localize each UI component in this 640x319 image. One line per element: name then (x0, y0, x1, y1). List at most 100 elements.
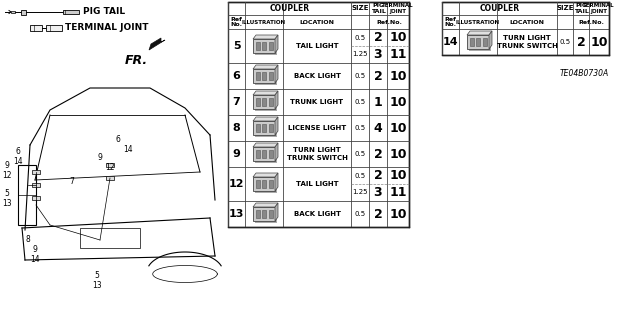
Bar (269, 210, 273, 218)
Text: 10: 10 (389, 122, 407, 135)
Bar (255, 210, 259, 218)
Bar (442, 2, 609, 55)
Text: 5: 5 (233, 41, 240, 51)
Text: 10: 10 (389, 95, 407, 108)
Text: 2: 2 (374, 70, 382, 83)
Text: LOCATION: LOCATION (509, 19, 545, 25)
Bar (269, 150, 273, 158)
Text: 12: 12 (228, 179, 244, 189)
Text: PIG
TAIL: PIG TAIL (371, 3, 385, 14)
Text: TERMINAL JOINT: TERMINAL JOINT (65, 24, 148, 33)
Bar (253, 207, 275, 221)
Text: 3: 3 (374, 48, 382, 61)
Text: 1.25: 1.25 (352, 189, 368, 196)
Text: 2: 2 (374, 207, 382, 220)
Bar (253, 177, 275, 191)
Text: 13: 13 (229, 209, 244, 219)
Text: 13: 13 (92, 280, 102, 290)
Bar (30, 25, 42, 31)
Text: 10: 10 (389, 207, 407, 220)
Bar (253, 69, 275, 83)
Text: 6: 6 (116, 136, 120, 145)
Text: FR.: FR. (125, 54, 148, 67)
Bar (253, 121, 275, 135)
Polygon shape (253, 65, 278, 69)
Bar (106, 176, 114, 180)
Bar (63, 10, 79, 14)
Text: 2: 2 (374, 147, 382, 160)
Text: 8: 8 (232, 123, 241, 133)
Bar (253, 147, 275, 161)
Bar (255, 209, 277, 223)
Text: Ref
No.: Ref No. (445, 17, 456, 27)
Text: 1.25: 1.25 (352, 51, 368, 57)
Text: 7: 7 (232, 97, 241, 107)
Bar (255, 41, 277, 55)
Bar (269, 124, 273, 132)
Text: 14: 14 (443, 37, 458, 47)
Text: 9: 9 (97, 153, 102, 162)
Text: LICENSE LIGHT: LICENSE LIGHT (288, 125, 346, 131)
Text: 5: 5 (95, 271, 99, 279)
Text: 9: 9 (232, 149, 241, 159)
Bar (46, 25, 62, 31)
Polygon shape (275, 173, 278, 191)
Text: 0.5: 0.5 (355, 211, 365, 217)
Bar (255, 179, 277, 193)
Text: TURN LIGHT
TRUNK SWITCH: TURN LIGHT TRUNK SWITCH (287, 147, 348, 160)
Bar (269, 72, 273, 80)
Text: TAIL LIGHT: TAIL LIGHT (296, 181, 339, 187)
Text: Ref.No.: Ref.No. (376, 19, 402, 25)
Text: COUPLER: COUPLER (269, 4, 310, 13)
Bar (262, 210, 266, 218)
Polygon shape (489, 31, 492, 49)
Bar (228, 2, 409, 227)
Bar (106, 163, 114, 167)
Text: BACK LIGHT: BACK LIGHT (294, 211, 340, 217)
Text: 12: 12 (3, 170, 12, 180)
Text: 11: 11 (389, 186, 407, 199)
Polygon shape (275, 117, 278, 135)
Polygon shape (275, 203, 278, 221)
Text: TAIL LIGHT: TAIL LIGHT (296, 43, 339, 49)
Text: TURN LIGHT
TRUNK SWITCH: TURN LIGHT TRUNK SWITCH (497, 35, 557, 48)
Bar (469, 37, 491, 51)
Text: 1: 1 (374, 95, 382, 108)
Text: 7: 7 (70, 177, 74, 187)
Bar (255, 72, 259, 80)
Polygon shape (253, 91, 278, 95)
Bar (11, 11, 15, 13)
Text: 14: 14 (30, 256, 40, 264)
Polygon shape (275, 91, 278, 109)
Text: TE04B0730A: TE04B0730A (560, 69, 609, 78)
Bar (262, 72, 266, 80)
Text: 0.5: 0.5 (355, 173, 365, 179)
Text: 10: 10 (590, 35, 608, 48)
Text: 2: 2 (374, 169, 382, 182)
Bar (262, 98, 266, 106)
Text: 14: 14 (123, 145, 133, 154)
Text: 0.5: 0.5 (355, 34, 365, 41)
Text: 13: 13 (2, 198, 12, 207)
Text: COUPLER: COUPLER (479, 4, 520, 13)
Text: Ref
No.: Ref No. (230, 17, 243, 27)
Text: 4: 4 (374, 122, 382, 135)
Bar (80, 228, 140, 248)
Bar (253, 95, 275, 109)
Text: 2: 2 (374, 31, 382, 44)
Bar (483, 38, 486, 46)
Text: 3: 3 (374, 186, 382, 199)
Text: 10: 10 (389, 147, 407, 160)
Bar (255, 180, 259, 188)
Text: SIZE: SIZE (556, 5, 573, 11)
Bar (32, 170, 40, 174)
Polygon shape (253, 173, 278, 177)
Text: PIG
TAIL: PIG TAIL (573, 3, 588, 14)
Text: BACK LIGHT: BACK LIGHT (294, 73, 340, 79)
Text: 9: 9 (4, 160, 10, 169)
Polygon shape (467, 31, 492, 35)
Bar (255, 150, 259, 158)
Bar (253, 39, 275, 53)
Text: 9: 9 (33, 246, 37, 255)
Text: 6: 6 (232, 71, 241, 81)
